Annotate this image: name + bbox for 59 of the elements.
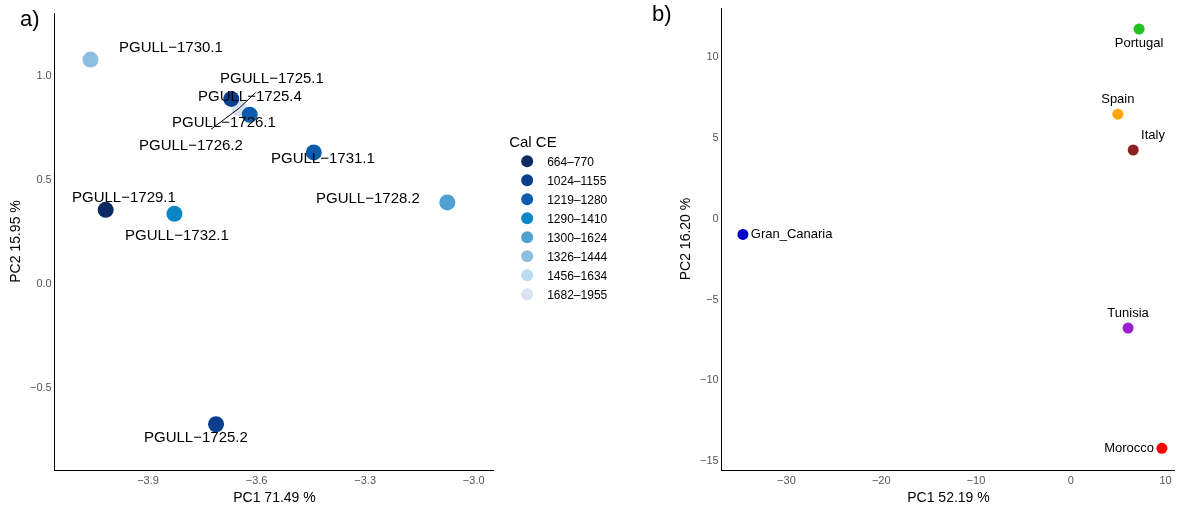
annotation: PGULL−1728.2 (316, 189, 420, 206)
legend-label: 1024–1155 (547, 173, 607, 188)
point (737, 228, 749, 240)
point (1127, 144, 1139, 156)
y-tick-label: −5 (706, 292, 719, 305)
x-axis-title: PC1 52.19 % (907, 488, 990, 505)
series-label: Morocco (1104, 439, 1155, 455)
point (97, 201, 114, 218)
series-label: Spain (1101, 91, 1135, 106)
y-tick-label: −0.5 (29, 381, 52, 394)
point (1133, 23, 1145, 35)
annotation: PGULL−1725.1 (220, 69, 324, 86)
legend-label: 1456–1634 (547, 268, 608, 283)
x-tick-label: −3.6 (245, 474, 268, 487)
y-axis-title: PC2 16.20 % (676, 197, 693, 281)
series-label: Italy (1141, 126, 1166, 142)
point (166, 205, 183, 222)
y-tick-label: 0 (712, 211, 719, 224)
point (1156, 442, 1168, 454)
x-tick-label: 10 (1159, 474, 1172, 487)
annotation: PGULL−1732.1 (125, 226, 229, 243)
legend-label: 1219–1280 (547, 192, 608, 207)
x-tick-label: −3.0 (462, 474, 485, 487)
x-tick-label: −3.9 (137, 474, 159, 487)
legend-label: 1300–1624 (547, 230, 608, 245)
y-tick-label: 0.5 (36, 172, 52, 185)
annotation: PGULL−1725.2 (144, 428, 248, 445)
y-tick-label: 0.0 (36, 276, 52, 289)
x-tick-label: −3.3 (354, 474, 377, 487)
y-tick-label: 10 (706, 50, 719, 63)
annotation: PGULL−1726.2 (139, 136, 243, 153)
x-tick-label: −20 (871, 474, 891, 487)
x-tick-label: −10 (966, 474, 986, 487)
annotation: PGULL−1731.1 (271, 149, 375, 166)
x-tick-label: −30 (777, 474, 796, 487)
legend-label: 1682–1955 (547, 287, 608, 302)
point (1112, 108, 1124, 120)
point (439, 194, 456, 211)
y-tick-label: −15 (700, 454, 719, 467)
chart-title: a) (20, 6, 40, 31)
point (1122, 322, 1134, 334)
legend-label: 1326–1444 (547, 249, 608, 264)
annotation: PGULL−1730.1 (119, 38, 223, 55)
legend-label: 1290–1410 (547, 211, 608, 226)
y-tick-label: −10 (700, 373, 719, 386)
series-label: Tunisia (1107, 304, 1150, 320)
chart-title: b) (652, 1, 672, 26)
point (208, 416, 225, 433)
y-tick-label: 5 (712, 131, 719, 144)
y-axis-title: PC2 15.95 % (6, 200, 23, 283)
series-label: Portugal (1114, 34, 1164, 50)
y-tick-label: 1.0 (36, 68, 52, 81)
legend-label: 664–770 (547, 154, 595, 169)
point (82, 51, 99, 68)
series-label: Gran_Canaria (750, 225, 834, 241)
x-tick-label: 0 (1067, 474, 1074, 487)
legend-title: Cal CE (509, 132, 557, 150)
annotation: PGULL−1729.1 (72, 188, 176, 205)
x-axis-title: PC1 71.49 % (233, 488, 316, 505)
